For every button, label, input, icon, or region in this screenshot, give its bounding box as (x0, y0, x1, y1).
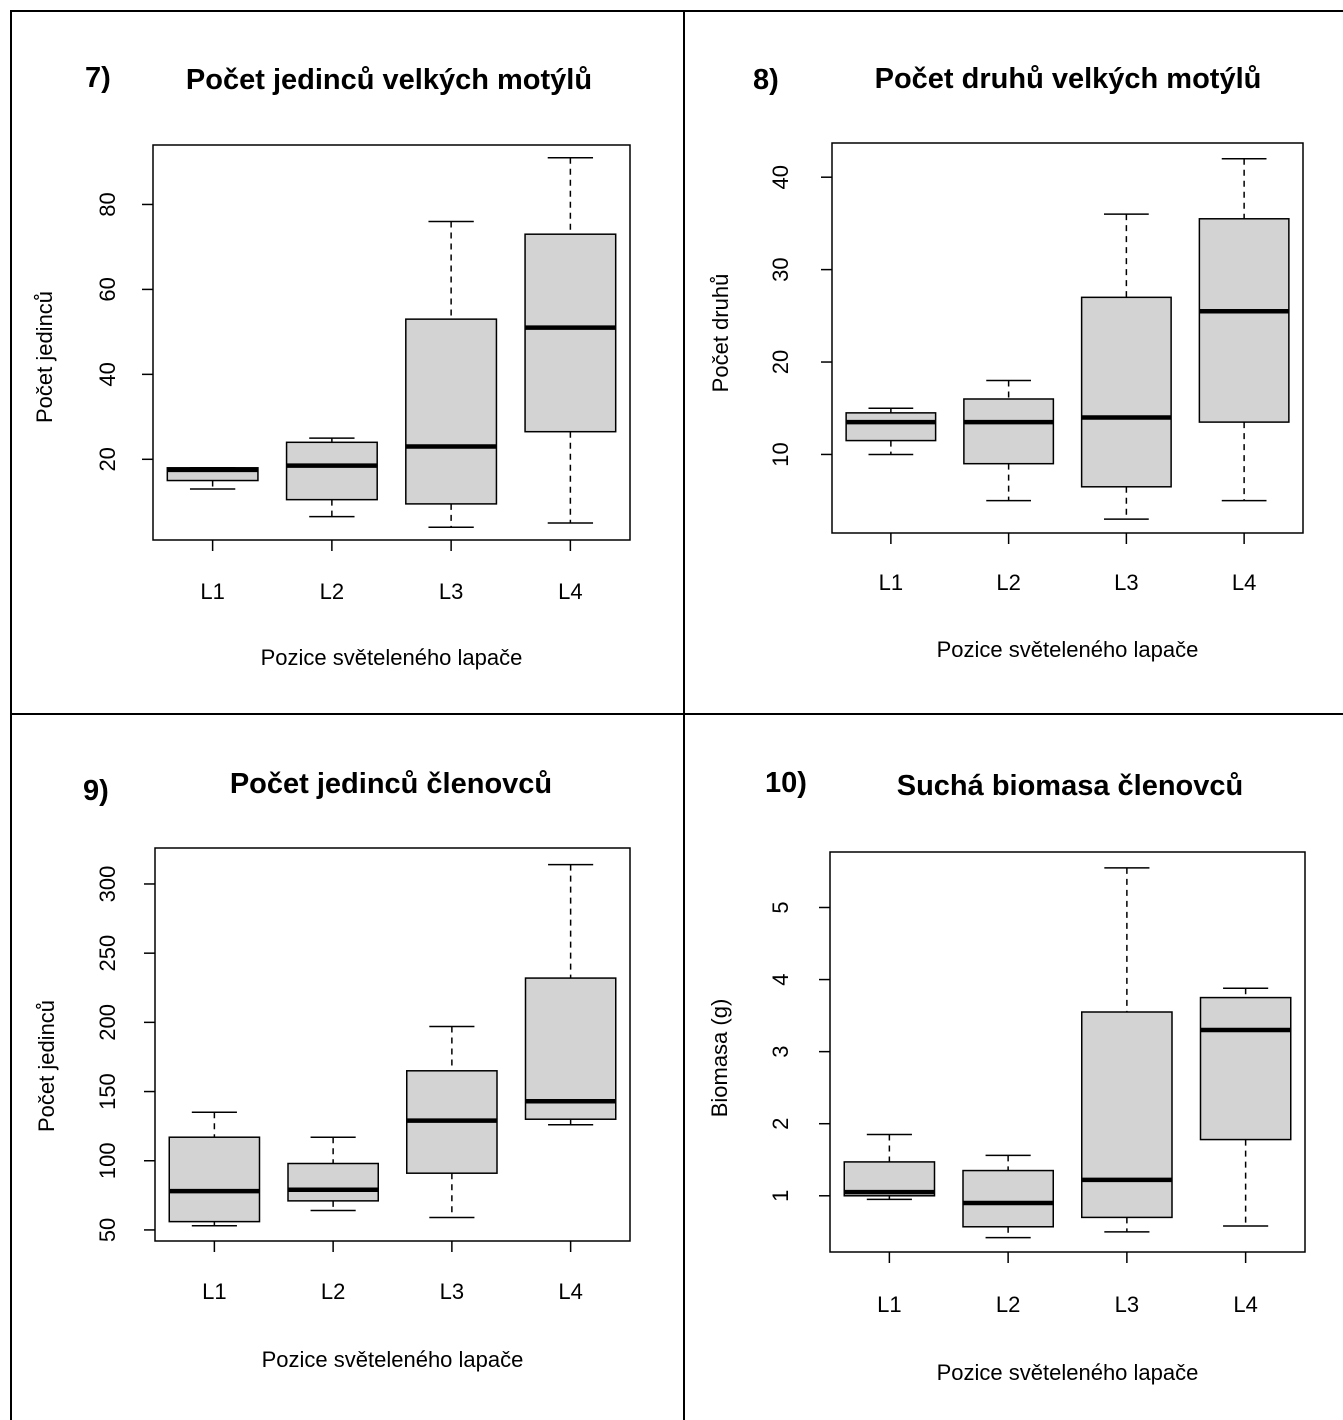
y-tick-label: 40 (95, 362, 120, 386)
y-tick-label: 3 (768, 1046, 793, 1058)
box-iqr (285, 441, 378, 501)
y-axis-label: Počet druhů (708, 274, 733, 393)
y-tick-label: 2 (768, 1118, 793, 1130)
box-iqr (962, 1169, 1054, 1228)
boxplot-chart: Počet jedinců velkých motýlů 20 40 60 80 L1 L2… (32, 64, 631, 670)
box-iqr (1081, 1011, 1173, 1219)
panel-number: 10) (765, 767, 807, 799)
x-tick-label: L3 (439, 579, 463, 604)
box-iqr (845, 412, 937, 442)
plot-frame (831, 142, 1304, 534)
y-tick-label: 10 (768, 442, 793, 466)
plot-frame (152, 144, 631, 541)
box-iqr (963, 398, 1055, 465)
y-axis-label: Počet jedinců (34, 1000, 59, 1132)
x-axis-label: Pozice světeleného lapače (937, 637, 1199, 662)
boxplot-chart: Počet jedinců členovců 50 100 150 200 250 300 L… (34, 768, 631, 1372)
box-iqr (1198, 218, 1290, 423)
boxplot-chart: Suchá biomasa členovců 1 2 3 4 5 L1 L2 L3 L4 Pozic… (707, 770, 1306, 1385)
y-tick-label: 4 (768, 973, 793, 985)
x-tick-label: L1 (202, 1279, 226, 1304)
box-iqr (168, 1136, 261, 1223)
y-tick-label: 1 (768, 1190, 793, 1202)
y-tick-label: 60 (95, 277, 120, 301)
y-axis-label: Biomasa (g) (707, 999, 732, 1118)
y-tick-label: 40 (768, 165, 793, 189)
box-iqr (1080, 296, 1172, 488)
x-tick-label: L3 (1115, 1292, 1139, 1317)
panel-number: 7) (85, 62, 111, 94)
panel-7: 7) Počet jedinců velkých motýlů 20 40 60 80 L… (12, 12, 683, 713)
y-tick-label: 100 (95, 1142, 120, 1179)
x-tick-label: L4 (558, 579, 582, 604)
x-axis-label: Pozice světeleného lapače (262, 1347, 524, 1372)
panel-number: 8) (753, 64, 779, 96)
y-tick-label: 80 (95, 192, 120, 216)
chart-title: Suchá biomasa členovců (897, 770, 1244, 802)
x-tick-label: L3 (1114, 570, 1138, 595)
y-tick-label: 50 (95, 1218, 120, 1242)
boxplot-chart: Počet druhů velkých motýlů 10 20 30 40 L1 L2 L3… (708, 63, 1304, 662)
y-tick-label: 20 (95, 447, 120, 471)
x-axis-label: Pozice světeleného lapače (937, 1360, 1199, 1385)
panel-9: 9) Počet jedinců členovců 50 100 150 200 250 3… (12, 715, 683, 1420)
y-tick-label: 20 (768, 350, 793, 374)
y-tick-label: 5 (768, 901, 793, 913)
panel-10: 10) Suchá biomasa členovců 1 2 3 4 5 L1 L2 L3 L4 P… (685, 715, 1343, 1420)
box-iqr (405, 318, 498, 505)
box-iqr (524, 977, 617, 1120)
x-tick-label: L4 (558, 1279, 582, 1304)
y-tick-label: 150 (95, 1073, 120, 1110)
plot-frame (154, 847, 631, 1242)
y-tick-label: 250 (95, 935, 120, 972)
x-tick-label: L1 (879, 570, 903, 595)
box-iqr (287, 1162, 379, 1202)
x-tick-label: L1 (200, 579, 224, 604)
x-tick-label: L4 (1233, 1292, 1257, 1317)
y-axis-label: Počet jedinců (32, 291, 57, 423)
x-tick-label: L2 (996, 1292, 1020, 1317)
chart-title: Počet druhů velkých motýlů (875, 63, 1262, 95)
chart-title: Počet jedinců členovců (230, 768, 552, 800)
x-axis-label: Pozice světeleného lapače (261, 645, 523, 670)
x-tick-label: L2 (996, 570, 1020, 595)
chart-title: Počet jedinců velkých motýlů (186, 64, 592, 96)
x-tick-label: L4 (1232, 570, 1256, 595)
x-tick-label: L1 (877, 1292, 901, 1317)
y-tick-label: 300 (95, 866, 120, 903)
y-tick-label: 200 (95, 1004, 120, 1041)
y-tick-label: 30 (768, 257, 793, 281)
panel-8: 8) Počet druhů velkých motýlů 10 20 30 40 L1 L… (685, 12, 1343, 713)
box-iqr (1199, 996, 1292, 1141)
box-iqr (524, 233, 617, 433)
x-tick-label: L2 (320, 579, 344, 604)
panel-number: 9) (83, 775, 109, 807)
x-tick-label: L2 (321, 1279, 345, 1304)
x-tick-label: L3 (440, 1279, 464, 1304)
